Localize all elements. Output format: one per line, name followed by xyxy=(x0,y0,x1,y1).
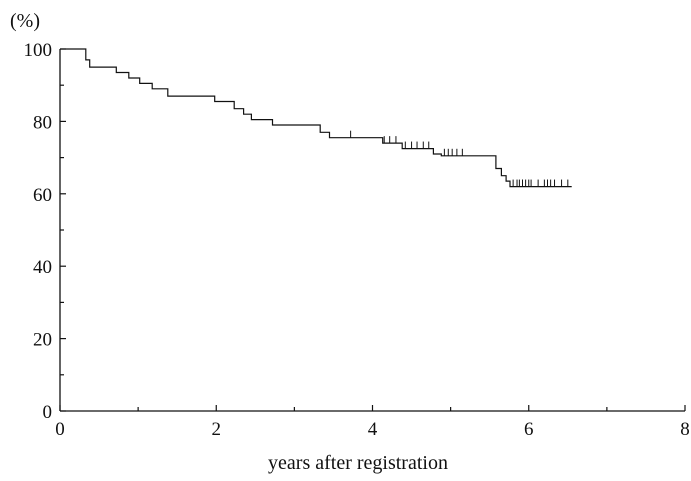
y-tick-label: 40 xyxy=(33,257,52,278)
y-tick-label: 60 xyxy=(33,185,52,206)
x-axis-title: years after registration xyxy=(268,452,448,474)
plot-area xyxy=(60,48,572,188)
y-tick-label: 100 xyxy=(24,40,53,61)
x-tick-label: 4 xyxy=(368,419,378,440)
survival-curve xyxy=(60,48,572,188)
y-ticks: 0 20 40 60 80 100 xyxy=(24,40,66,423)
axes xyxy=(59,49,685,412)
y-axis-title: (%) xyxy=(10,10,40,32)
y-tick-label: 0 xyxy=(43,402,53,423)
y-tick-label: 80 xyxy=(33,112,52,133)
y-tick-label: 20 xyxy=(33,330,52,351)
x-tick-label: 0 xyxy=(55,419,65,440)
x-ticks: 0 2 4 6 8 xyxy=(55,405,690,440)
x-tick-label: 6 xyxy=(524,419,534,440)
x-tick-label: 2 xyxy=(212,419,222,440)
x-tick-label: 8 xyxy=(680,419,690,440)
